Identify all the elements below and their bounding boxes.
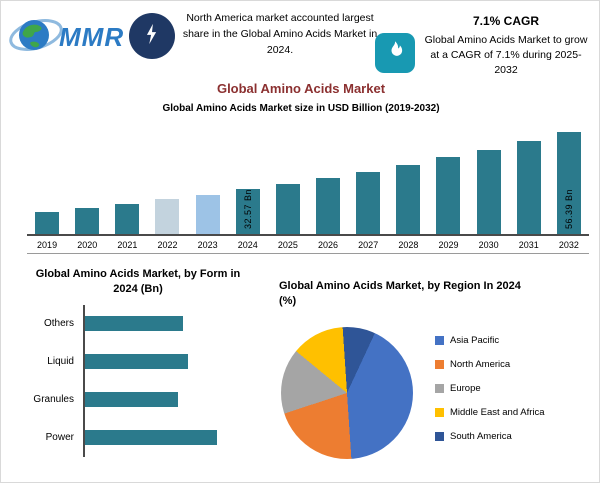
bar-2027 [356, 172, 381, 234]
bar-2020 [75, 208, 100, 234]
form-bar-others [85, 316, 183, 332]
region-pie [281, 327, 413, 459]
market-size-chart-title: Global Amino Acids Market size in USD Bi… [162, 103, 440, 114]
lightning-icon [141, 23, 163, 50]
legend-item-europe: Europe [435, 383, 545, 394]
form-category-label: Liquid [47, 356, 74, 368]
bar-2031 [516, 141, 541, 234]
mmr-logo: MMR [9, 9, 124, 66]
bar-2028 [396, 165, 421, 234]
bar-value-label: 56.39 Bn [563, 188, 574, 229]
bar-2029 [436, 157, 461, 234]
form-category-label: Others [43, 318, 74, 330]
bar-slot [348, 119, 388, 234]
x-tick-2031: 2031 [518, 240, 539, 250]
bar-slot: 56.39 Bn [549, 119, 589, 234]
x-tick-2022: 2022 [157, 240, 178, 250]
x-tick-2023: 2023 [197, 240, 218, 250]
bar-slot [268, 119, 308, 234]
form-chart-title: Global Amino Acids Market, by Form in 20… [35, 268, 241, 295]
form-bar-granules [85, 392, 178, 408]
bar-slot [107, 119, 147, 234]
logo-text: MMR [59, 22, 125, 52]
legend-label: South America [450, 431, 512, 442]
bar-slot [388, 119, 428, 234]
form-bar-area [83, 342, 263, 381]
bar-2026 [316, 178, 341, 234]
legend-marker [435, 432, 444, 441]
form-bar-power [85, 430, 217, 446]
region-chart-title: Global Amino Acids Market, by Region In … [279, 280, 521, 308]
bar-2025 [275, 184, 300, 234]
bar-slot [308, 119, 348, 234]
x-tick-2024: 2024 [237, 240, 258, 250]
form-row-power: Power [13, 418, 263, 457]
form-bar-area [83, 418, 263, 457]
x-tick-2029: 2029 [438, 240, 459, 250]
bar-slot [188, 119, 228, 234]
x-tick-2030: 2030 [478, 240, 499, 250]
bar-slot [27, 119, 67, 234]
bar-2032: 56.39 Bn [556, 132, 581, 234]
legend-label: Middle East and Africa [450, 407, 545, 418]
x-tick-2028: 2028 [398, 240, 419, 250]
legend-marker [435, 360, 444, 369]
bar-slot [67, 119, 107, 234]
bar-value-label: 32.57 Bn [242, 188, 253, 229]
form-row-granules: Granules [13, 380, 263, 419]
x-tick-2026: 2026 [318, 240, 339, 250]
form-rows: Others Liquid Granules Power [13, 304, 263, 457]
form-category-label: Power [45, 432, 74, 444]
x-tick-2021: 2021 [117, 240, 138, 250]
bar-2024: 32.57 Bn [235, 188, 260, 234]
lightning-badge [129, 13, 175, 59]
bar-slot: 32.57 Bn [228, 119, 268, 234]
x-tick-2020: 2020 [77, 240, 98, 250]
main-x-axis: 2019 2020 2021 2022 2023 2024 2025 2026 2027 2028… [27, 238, 589, 254]
legend-label: North America [450, 359, 511, 370]
x-tick-2027: 2027 [358, 240, 379, 250]
x-tick-2032: 2032 [558, 240, 579, 250]
bar-2019 [35, 212, 60, 234]
form-bar-liquid [85, 354, 188, 370]
page-title: Global Amino Acids Market [216, 81, 386, 96]
region-legend: Asia Pacific North America Europe Middle Ea… [435, 335, 545, 455]
bar-slot [469, 119, 509, 234]
flame-icon [384, 40, 406, 67]
bar-2023 [195, 195, 220, 234]
x-tick-2025: 2025 [277, 240, 298, 250]
bar-slot [428, 119, 468, 234]
main-bar-plot: 32.57 Bn 56.39 Bn [27, 119, 589, 236]
form-row-others: Others [13, 304, 263, 343]
flame-badge [375, 33, 415, 73]
market-size-chart: Global Amino Acids Market size in USD Bi… [9, 103, 593, 256]
bar-2030 [476, 150, 501, 234]
globe-icon [9, 9, 67, 66]
form-bar-area [83, 304, 263, 343]
market-highlight-text: North America market accounted largest s… [182, 12, 378, 56]
cagr-description: Global Amino Acids Market to grow at a C… [424, 34, 588, 77]
region-chart: Global Amino Acids Market, by Region In … [269, 279, 593, 479]
form-category-label: Granules [33, 394, 74, 406]
legend-item-middle-east-and-africa: Middle East and Africa [435, 407, 545, 418]
bar-2021 [115, 204, 140, 234]
legend-item-south-america: South America [435, 431, 545, 442]
form-row-liquid: Liquid [13, 342, 263, 381]
legend-marker [435, 336, 444, 345]
cagr-headline: 7.1% CAGR [472, 14, 540, 28]
bar-slot [147, 119, 187, 234]
legend-item-north-america: North America [435, 359, 545, 370]
x-tick-2019: 2019 [37, 240, 58, 250]
form-bar-area [83, 380, 263, 419]
legend-item-asia-pacific: Asia Pacific [435, 335, 545, 346]
legend-marker [435, 384, 444, 393]
bar-2022 [155, 199, 180, 234]
legend-label: Asia Pacific [450, 335, 500, 346]
form-chart: Global Amino Acids Market, by Form in 20… [13, 267, 263, 457]
legend-marker [435, 408, 444, 417]
legend-label: Europe [450, 383, 481, 394]
bar-slot [509, 119, 549, 234]
